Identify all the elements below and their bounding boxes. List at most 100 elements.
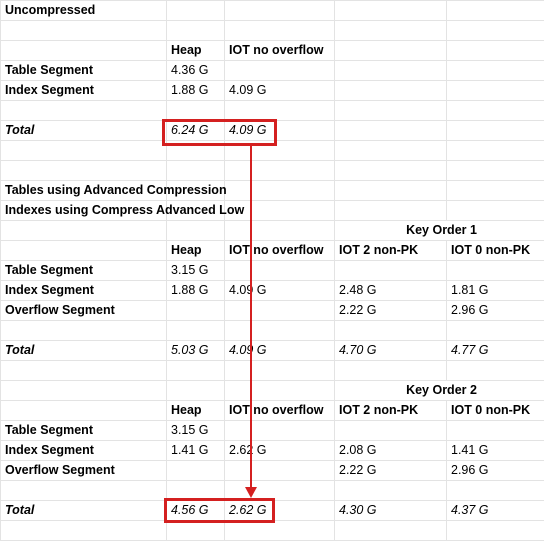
cell-r25-c5[interactable] — [447, 481, 544, 501]
cell-r17-c1[interactable] — [1, 321, 167, 341]
cell-r23-c1[interactable]: Index Segment — [1, 441, 167, 461]
cell-r16-c3[interactable] — [225, 301, 335, 321]
cell-r17-c5[interactable] — [447, 321, 544, 341]
cell-r10-c1[interactable]: Tables using Advanced Compression — [1, 181, 167, 201]
cell-r15-c2[interactable]: 1.88 G — [167, 281, 225, 301]
cell-r9-c2[interactable] — [167, 161, 225, 181]
cell-r16-c4[interactable]: 2.22 G — [335, 301, 447, 321]
cell-r27-c5[interactable] — [447, 521, 544, 541]
cell-r19-c3[interactable] — [225, 361, 335, 381]
cell-r1-c1[interactable]: Uncompressed — [1, 1, 167, 21]
cell-r3-c2[interactable]: Heap — [167, 41, 225, 61]
cell-r12-c3[interactable] — [225, 221, 335, 241]
cell-r21-c4[interactable]: IOT 2 non-PK — [335, 401, 447, 421]
cell-r20-c2[interactable] — [167, 381, 225, 401]
cell-r6-c2[interactable] — [167, 101, 225, 121]
cell-r8-c5[interactable] — [447, 141, 544, 161]
cell-r12-c2[interactable] — [167, 221, 225, 241]
cell-r15-c5[interactable]: 1.81 G — [447, 281, 544, 301]
cell-r1-c2[interactable] — [167, 1, 225, 21]
cell-r9-c5[interactable] — [447, 161, 544, 181]
cell-r20-c4[interactable]: Key Order 2 — [335, 381, 544, 401]
cell-r16-c5[interactable]: 2.96 G — [447, 301, 544, 321]
cell-r9-c3[interactable] — [225, 161, 335, 181]
cell-r16-c1[interactable]: Overflow Segment — [1, 301, 167, 321]
cell-r4-c4[interactable] — [335, 61, 447, 81]
cell-r23-c2[interactable]: 1.41 G — [167, 441, 225, 461]
cell-r10-c4[interactable] — [335, 181, 447, 201]
cell-r24-c2[interactable] — [167, 461, 225, 481]
cell-r22-c1[interactable]: Table Segment — [1, 421, 167, 441]
cell-r25-c3[interactable] — [225, 481, 335, 501]
cell-r5-c4[interactable] — [335, 81, 447, 101]
cell-r8-c1[interactable] — [1, 141, 167, 161]
cell-r8-c2[interactable] — [167, 141, 225, 161]
cell-r6-c1[interactable] — [1, 101, 167, 121]
cell-r26-c2[interactable]: 4.56 G — [167, 501, 225, 521]
cell-r6-c3[interactable] — [225, 101, 335, 121]
cell-r19-c4[interactable] — [335, 361, 447, 381]
cell-r7-c5[interactable] — [447, 121, 544, 141]
cell-r7-c2[interactable]: 6.24 G — [167, 121, 225, 141]
cell-r24-c1[interactable]: Overflow Segment — [1, 461, 167, 481]
cell-r22-c3[interactable] — [225, 421, 335, 441]
cell-r11-c4[interactable] — [335, 201, 447, 221]
cell-r6-c5[interactable] — [447, 101, 544, 121]
cell-r24-c5[interactable]: 2.96 G — [447, 461, 544, 481]
cell-r14-c3[interactable] — [225, 261, 335, 281]
cell-r7-c3[interactable]: 4.09 G — [225, 121, 335, 141]
cell-r13-c5[interactable]: IOT 0 non-PK — [447, 241, 544, 261]
cell-r27-c2[interactable] — [167, 521, 225, 541]
cell-r2-c1[interactable] — [1, 21, 167, 41]
cell-r18-c1[interactable]: Total — [1, 341, 167, 361]
cell-r4-c5[interactable] — [447, 61, 544, 81]
cell-r18-c4[interactable]: 4.70 G — [335, 341, 447, 361]
cell-r1-c4[interactable] — [335, 1, 447, 21]
cell-r23-c4[interactable]: 2.08 G — [335, 441, 447, 461]
cell-r3-c3[interactable]: IOT no overflow — [225, 41, 335, 61]
cell-r27-c4[interactable] — [335, 521, 447, 541]
cell-r21-c5[interactable]: IOT 0 non-PK — [447, 401, 544, 421]
cell-r22-c2[interactable]: 3.15 G — [167, 421, 225, 441]
cell-r17-c2[interactable] — [167, 321, 225, 341]
cell-r3-c5[interactable] — [447, 41, 544, 61]
cell-r25-c1[interactable] — [1, 481, 167, 501]
cell-r17-c4[interactable] — [335, 321, 447, 341]
cell-r16-c2[interactable] — [167, 301, 225, 321]
cell-r9-c1[interactable] — [1, 161, 167, 181]
cell-r4-c3[interactable] — [225, 61, 335, 81]
cell-r2-c3[interactable] — [225, 21, 335, 41]
cell-r15-c4[interactable]: 2.48 G — [335, 281, 447, 301]
cell-r2-c4[interactable] — [335, 21, 447, 41]
cell-r10-c5[interactable] — [447, 181, 544, 201]
cell-r6-c4[interactable] — [335, 101, 447, 121]
cell-r14-c5[interactable] — [447, 261, 544, 281]
cell-r19-c1[interactable] — [1, 361, 167, 381]
cell-r25-c2[interactable] — [167, 481, 225, 501]
cell-r20-c1[interactable] — [1, 381, 167, 401]
cell-r5-c5[interactable] — [447, 81, 544, 101]
cell-r5-c3[interactable]: 4.09 G — [225, 81, 335, 101]
cell-r2-c2[interactable] — [167, 21, 225, 41]
cell-r12-c1[interactable] — [1, 221, 167, 241]
cell-r15-c3[interactable]: 4.09 G — [225, 281, 335, 301]
cell-r8-c3[interactable] — [225, 141, 335, 161]
cell-r14-c4[interactable] — [335, 261, 447, 281]
cell-r4-c2[interactable]: 4.36 G — [167, 61, 225, 81]
cell-r19-c5[interactable] — [447, 361, 544, 381]
cell-r7-c1[interactable]: Total — [1, 121, 167, 141]
cell-r23-c3[interactable]: 2.62 G — [225, 441, 335, 461]
cell-r22-c5[interactable] — [447, 421, 544, 441]
cell-r12-c4[interactable]: Key Order 1 — [335, 221, 544, 241]
cell-r10-c3[interactable] — [225, 181, 335, 201]
cell-r14-c1[interactable]: Table Segment — [1, 261, 167, 281]
cell-r4-c1[interactable]: Table Segment — [1, 61, 167, 81]
cell-r19-c2[interactable] — [167, 361, 225, 381]
cell-r18-c2[interactable]: 5.03 G — [167, 341, 225, 361]
cell-r26-c1[interactable]: Total — [1, 501, 167, 521]
cell-r13-c4[interactable]: IOT 2 non-PK — [335, 241, 447, 261]
cell-r18-c5[interactable]: 4.77 G — [447, 341, 544, 361]
cell-r11-c1[interactable]: Indexes using Compress Advanced Low — [1, 201, 167, 221]
cell-r26-c3[interactable]: 2.62 G — [225, 501, 335, 521]
cell-r24-c3[interactable] — [225, 461, 335, 481]
